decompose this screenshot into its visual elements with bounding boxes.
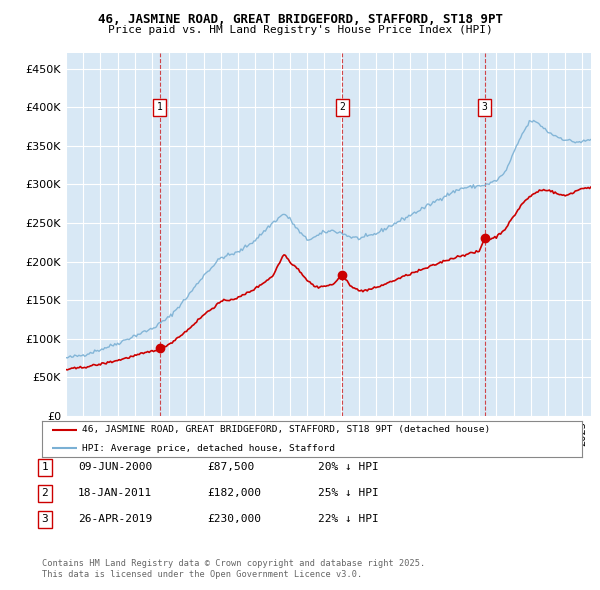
Text: £182,000: £182,000 <box>207 489 261 498</box>
Text: Contains HM Land Registry data © Crown copyright and database right 2025.
This d: Contains HM Land Registry data © Crown c… <box>42 559 425 579</box>
Text: 46, JASMINE ROAD, GREAT BRIDGEFORD, STAFFORD, ST18 9PT: 46, JASMINE ROAD, GREAT BRIDGEFORD, STAF… <box>97 13 503 26</box>
Text: 1: 1 <box>157 102 163 112</box>
Text: 1: 1 <box>41 463 49 472</box>
Text: 46, JASMINE ROAD, GREAT BRIDGEFORD, STAFFORD, ST18 9PT (detached house): 46, JASMINE ROAD, GREAT BRIDGEFORD, STAF… <box>83 425 491 434</box>
Text: 22% ↓ HPI: 22% ↓ HPI <box>318 514 379 524</box>
Text: Price paid vs. HM Land Registry's House Price Index (HPI): Price paid vs. HM Land Registry's House … <box>107 25 493 35</box>
Text: 20% ↓ HPI: 20% ↓ HPI <box>318 463 379 472</box>
Text: 25% ↓ HPI: 25% ↓ HPI <box>318 489 379 498</box>
Text: 3: 3 <box>482 102 488 112</box>
Text: 3: 3 <box>41 514 49 524</box>
Text: £230,000: £230,000 <box>207 514 261 524</box>
Text: HPI: Average price, detached house, Stafford: HPI: Average price, detached house, Staf… <box>83 444 335 453</box>
Text: 18-JAN-2011: 18-JAN-2011 <box>78 489 152 498</box>
Text: 2: 2 <box>41 489 49 498</box>
Text: 09-JUN-2000: 09-JUN-2000 <box>78 463 152 472</box>
Text: 26-APR-2019: 26-APR-2019 <box>78 514 152 524</box>
Text: 2: 2 <box>340 102 345 112</box>
Text: £87,500: £87,500 <box>207 463 254 472</box>
